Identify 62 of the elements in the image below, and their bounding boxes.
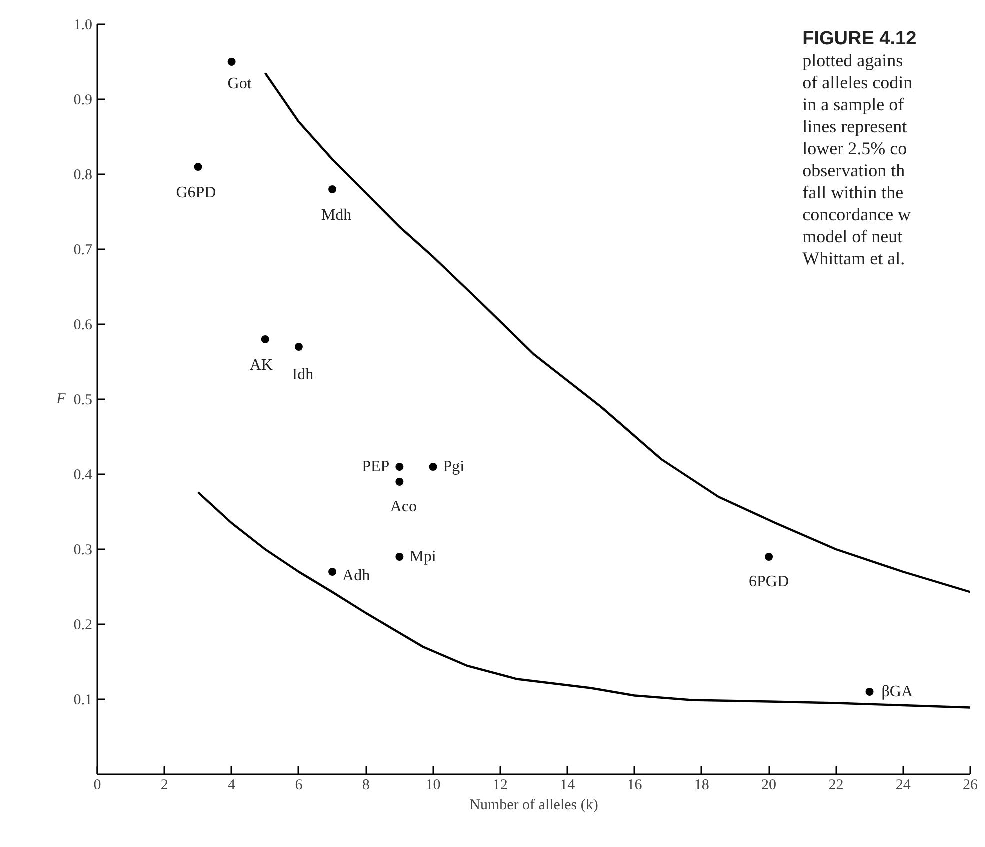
annotation: observation th [802,160,906,180]
y-tick-label: 0.2 [74,618,92,634]
x-tick-label: 22 [828,778,844,794]
point [294,343,303,351]
y-tick-label: 1.0 [74,18,92,34]
point [261,336,270,344]
point [429,463,438,471]
x-tick-label: 12 [492,778,508,794]
annotation: plotted agains [802,50,904,70]
series-label: βGA [882,684,914,700]
x-tick-label: 10 [426,778,441,794]
series-label: Aco [390,498,418,516]
point [396,553,404,561]
line-series [197,491,970,709]
annotation: Whittam et al. [802,248,906,268]
y-tick-label: 0.8 [74,168,92,184]
series-label: Adh [342,568,370,584]
point [328,186,337,194]
point [194,163,202,171]
x-tick-label: 16 [627,778,643,794]
y-tick-label: 0.9 [74,92,92,108]
y-axis-title: F [56,392,67,408]
annotation: concordance w [802,204,912,224]
series-label: Mdh [321,207,352,224]
x-axis-title: Number of alleles (k) [470,798,598,814]
annotation: FIGURE 4.12 [802,28,917,50]
y-tick-label: 0.3 [74,542,92,558]
annotation: fall within the [802,182,904,202]
x-tick-label: 0 [94,778,102,794]
x-tick-label: 6 [295,778,304,794]
annotation: lines represent [802,116,908,136]
x-tick-label: 26 [963,778,978,794]
series-label: PEP [362,458,390,476]
y-tick-label: 0.6 [74,318,93,334]
x-tick-label: 4 [228,778,236,794]
point [396,463,404,471]
x-tick-label: 8 [362,778,370,794]
x-tick-label: 2 [160,778,168,794]
point [866,688,874,696]
x-tick-label: 20 [762,778,777,794]
series-label: Idh [292,366,314,384]
series-label: G6PD [176,184,216,202]
annotation: in a sample of [802,94,904,114]
series-label: 6PGD [749,574,790,590]
y-tick-label: 0.7 [74,242,93,258]
series-label: AK [250,357,274,374]
annotation: lower 2.5% co [802,138,908,158]
point [228,58,236,66]
annotation: model of neut [802,226,903,246]
x-tick-label: 24 [896,778,912,794]
series-label: Mpi [410,548,437,566]
y-tick-label: 0.5 [74,392,92,408]
point [396,478,404,486]
annotation: of alleles codin [802,72,913,92]
x-tick-label: 14 [560,778,576,794]
series-label: Pgi [443,458,466,476]
point [765,553,774,561]
point [328,568,337,576]
series-label: Got [228,76,252,92]
y-tick-label: 0.4 [74,468,93,484]
x-tick-label: 18 [694,778,710,794]
y-tick-label: 0.1 [74,692,92,708]
